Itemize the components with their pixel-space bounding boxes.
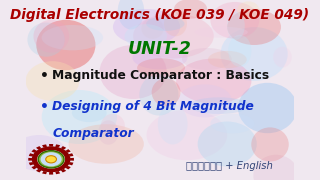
Ellipse shape — [118, 0, 144, 30]
Text: •: • — [40, 69, 49, 83]
Text: UNIT-2: UNIT-2 — [128, 40, 192, 58]
Ellipse shape — [210, 114, 254, 133]
Wedge shape — [36, 146, 42, 150]
Wedge shape — [28, 158, 32, 161]
Wedge shape — [65, 166, 71, 169]
Ellipse shape — [178, 84, 232, 117]
Ellipse shape — [158, 104, 188, 145]
Ellipse shape — [182, 48, 232, 70]
Ellipse shape — [220, 27, 288, 81]
Wedge shape — [42, 171, 47, 174]
Text: Digital Electronics (KOE 039 / KOE 049): Digital Electronics (KOE 039 / KOE 049) — [11, 8, 309, 22]
Ellipse shape — [211, 2, 259, 39]
Wedge shape — [55, 144, 60, 148]
Ellipse shape — [227, 9, 281, 45]
Circle shape — [41, 152, 62, 166]
Ellipse shape — [198, 122, 257, 166]
Wedge shape — [61, 146, 66, 150]
Wedge shape — [31, 149, 37, 153]
Ellipse shape — [101, 114, 125, 138]
Ellipse shape — [176, 58, 252, 104]
Ellipse shape — [273, 47, 292, 68]
Ellipse shape — [227, 12, 245, 40]
Wedge shape — [31, 166, 37, 169]
Ellipse shape — [137, 58, 185, 77]
Ellipse shape — [42, 25, 103, 50]
Wedge shape — [29, 162, 34, 165]
Ellipse shape — [42, 90, 117, 144]
Circle shape — [46, 156, 57, 163]
Wedge shape — [61, 169, 66, 172]
Wedge shape — [70, 158, 74, 161]
Ellipse shape — [72, 104, 107, 122]
Ellipse shape — [146, 17, 185, 31]
Wedge shape — [49, 144, 53, 147]
Ellipse shape — [132, 46, 188, 69]
Ellipse shape — [12, 135, 66, 171]
Text: हिन्दी + English: हिन्दी + English — [187, 161, 273, 171]
Ellipse shape — [140, 74, 179, 116]
Wedge shape — [42, 144, 47, 148]
Ellipse shape — [98, 120, 118, 145]
Ellipse shape — [174, 0, 207, 19]
Ellipse shape — [251, 127, 289, 161]
Ellipse shape — [253, 155, 299, 180]
Ellipse shape — [189, 97, 249, 114]
Ellipse shape — [36, 20, 95, 70]
Wedge shape — [49, 172, 53, 175]
Wedge shape — [68, 153, 73, 157]
Text: Designing of 4 Bit Magnitude: Designing of 4 Bit Magnitude — [52, 100, 254, 113]
Ellipse shape — [100, 45, 167, 99]
Wedge shape — [68, 162, 73, 165]
Circle shape — [32, 146, 70, 172]
Text: •: • — [40, 100, 49, 114]
Text: Magnitude Comparator : Basics: Magnitude Comparator : Basics — [52, 69, 269, 82]
Ellipse shape — [238, 83, 297, 133]
Ellipse shape — [164, 11, 187, 36]
Ellipse shape — [68, 124, 144, 164]
Wedge shape — [29, 153, 34, 157]
Ellipse shape — [28, 22, 65, 57]
Ellipse shape — [133, 14, 214, 58]
Ellipse shape — [26, 61, 79, 101]
Circle shape — [38, 151, 64, 168]
Wedge shape — [55, 171, 60, 174]
Ellipse shape — [195, 27, 248, 38]
Ellipse shape — [208, 51, 247, 68]
Text: Comparator: Comparator — [52, 127, 134, 140]
Ellipse shape — [152, 78, 180, 106]
Ellipse shape — [237, 1, 260, 20]
Ellipse shape — [34, 20, 69, 53]
Ellipse shape — [147, 110, 227, 160]
Ellipse shape — [228, 35, 252, 67]
Ellipse shape — [124, 24, 167, 49]
Circle shape — [37, 150, 65, 169]
Ellipse shape — [113, 9, 180, 45]
Wedge shape — [65, 149, 71, 153]
Ellipse shape — [141, 18, 164, 39]
Wedge shape — [36, 169, 42, 172]
